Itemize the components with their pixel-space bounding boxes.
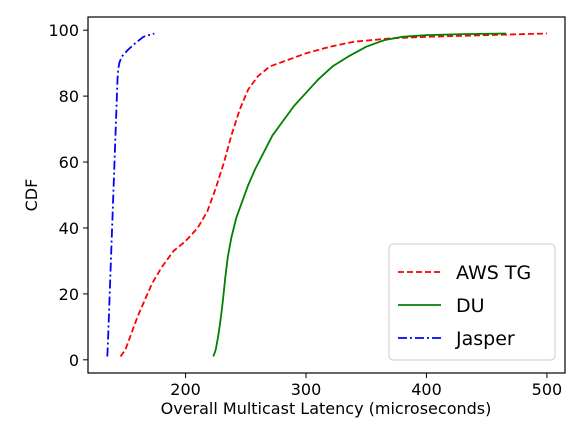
x-axis-ticks: 200 300 400 500 (170, 373, 562, 399)
legend-box (388, 243, 556, 361)
legend: AWS TG DU Jasper (388, 243, 556, 361)
x-tick-label: 500 (532, 380, 563, 399)
series-layer (106, 32, 547, 358)
y-tick-label: 60 (59, 153, 79, 172)
x-tick-label: 200 (170, 380, 201, 399)
x-tick-label: 400 (411, 380, 442, 399)
y-axis-label: CDF (22, 179, 41, 212)
series-line-aws-tg (119, 32, 547, 358)
series-line-jasper (106, 32, 155, 357)
y-tick-label: 20 (59, 285, 79, 304)
y-axis-ticks: 0 20 40 60 80 100 (48, 21, 88, 370)
y-tick-label: 40 (59, 219, 79, 238)
plot-area-frame (87, 16, 566, 374)
y-tick-label: 80 (59, 87, 79, 106)
y-tick-label: 0 (69, 351, 79, 370)
x-axis-label: Overall Multicast Latency (microseconds) (161, 399, 492, 418)
legend-label: Jasper (455, 328, 515, 350)
legend-label: DU (456, 295, 485, 317)
x-tick-label: 300 (291, 380, 322, 399)
series-line-du (212, 32, 507, 357)
legend-label: AWS TG (456, 262, 531, 284)
y-tick-label: 100 (48, 21, 79, 40)
